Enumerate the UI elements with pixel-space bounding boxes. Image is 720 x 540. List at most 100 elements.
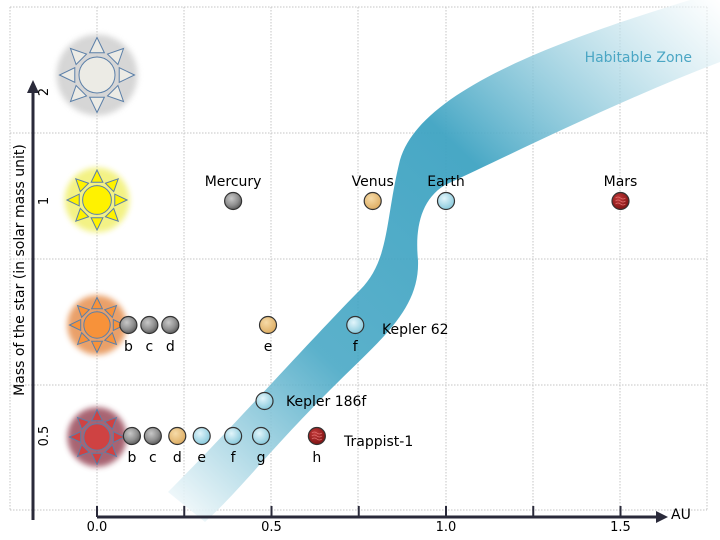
star-ray <box>69 47 88 66</box>
x-tick-label: 0.0 <box>87 520 108 535</box>
planet: Mercury <box>205 174 262 211</box>
planet-label: Mercury <box>205 174 262 190</box>
planet: c <box>140 315 159 355</box>
planet-hot-icon <box>258 315 278 335</box>
y-tick-labels: 0.5 1 2 <box>37 88 52 446</box>
planet: f <box>346 315 365 355</box>
planet: d <box>168 426 187 466</box>
star-ray <box>58 66 76 84</box>
x-axis-arrow-icon <box>656 511 668 523</box>
planet: Mars <box>604 174 638 211</box>
star-ray <box>103 304 118 319</box>
planet-label: Earth <box>427 174 465 190</box>
planet-label: f <box>353 339 359 355</box>
planet-hot-icon <box>363 191 382 211</box>
planet: d <box>161 315 180 355</box>
star-ray <box>103 331 118 346</box>
star-ray <box>106 47 125 66</box>
star-ray <box>103 443 118 458</box>
star-ray <box>90 408 104 422</box>
x-tick-label: 0.5 <box>261 520 282 535</box>
planet-label: Mars <box>604 174 638 190</box>
y-tick-label: 0.5 <box>37 426 52 447</box>
star-ray <box>76 304 91 319</box>
planet-rocky-icon <box>161 315 180 335</box>
star-ray <box>76 331 91 346</box>
planet-rocky-icon <box>140 315 159 335</box>
system-labels: Kepler 62 Kepler 186f Trappist-1 <box>286 322 449 450</box>
star-ray <box>74 177 90 193</box>
star-ray <box>90 217 104 232</box>
planet: e <box>192 426 211 466</box>
planet-label: f <box>231 450 237 466</box>
planet-temperate-icon <box>192 426 211 446</box>
planet-temperate-icon <box>255 391 274 411</box>
planet-rocky-icon <box>119 315 138 335</box>
planet <box>255 391 274 411</box>
planet-temperate-icon <box>346 315 365 335</box>
planet: Venus <box>352 174 394 211</box>
planet: b <box>122 426 141 466</box>
star-ray <box>68 430 82 444</box>
y-tick-label: 1 <box>37 197 52 205</box>
system-label-kepler-62: Kepler 62 <box>382 322 449 338</box>
x-tick-label: 1.0 <box>436 520 457 535</box>
x-tick-labels: 0.0 0.5 1.0 1.5 <box>87 520 631 535</box>
planet: Earth <box>427 174 465 211</box>
planet-hot-icon <box>168 426 187 446</box>
planet: f <box>224 426 243 466</box>
star-core <box>83 423 111 451</box>
star-ray <box>90 340 104 354</box>
planet: h <box>307 426 326 466</box>
habitable-zone-label: Habitable Zone <box>585 50 692 66</box>
star-core <box>83 311 111 339</box>
star-core <box>78 56 116 94</box>
planet-rocky-icon <box>143 426 162 446</box>
star-ray <box>88 36 106 54</box>
system-label-trappist-1: Trappist-1 <box>343 434 413 450</box>
planet-label: e <box>197 450 206 466</box>
star-icon <box>64 167 130 233</box>
y-tick-label: 2 <box>37 88 52 96</box>
planet-temperate-icon <box>224 426 243 446</box>
star-ray <box>90 296 104 310</box>
y-axis-arrow-icon <box>27 80 39 93</box>
planet: g <box>251 426 271 466</box>
star-ray <box>90 452 104 466</box>
planet-label: e <box>264 339 273 355</box>
star-icon <box>67 295 127 355</box>
x-axis-title: AU <box>671 507 691 523</box>
planet-temperate-icon <box>436 191 456 211</box>
planet-label: c <box>149 450 157 466</box>
star-icon <box>56 34 138 116</box>
planet: b <box>119 315 138 355</box>
star-icon <box>67 407 127 467</box>
star-ray <box>90 168 104 183</box>
star-ray <box>88 96 106 114</box>
y-axis-title: Mass of the star (in solar mass unit) <box>12 144 28 396</box>
star-ray <box>68 318 82 332</box>
axes <box>27 80 668 523</box>
planet-label: b <box>124 339 133 355</box>
system-label-kepler-186f: Kepler 186f <box>286 394 367 410</box>
planet-label: Venus <box>352 174 394 190</box>
planet: e <box>258 315 278 355</box>
star-ray <box>103 416 118 431</box>
star-ray <box>74 207 90 223</box>
star-ray <box>104 207 120 223</box>
planet-rocky-icon <box>122 426 141 446</box>
star-ray <box>65 193 80 207</box>
habitable-zone-band <box>168 0 720 522</box>
star-ray <box>112 430 126 444</box>
star-ray <box>69 84 88 103</box>
planet-label: h <box>312 450 321 466</box>
planet: c <box>143 426 162 466</box>
planet-temperate-icon <box>251 426 271 446</box>
planet-label: d <box>173 450 182 466</box>
planet-label: b <box>127 450 136 466</box>
star-core <box>82 185 112 215</box>
x-tick-label: 1.5 <box>610 520 631 535</box>
planet-rocky-icon <box>224 191 243 211</box>
